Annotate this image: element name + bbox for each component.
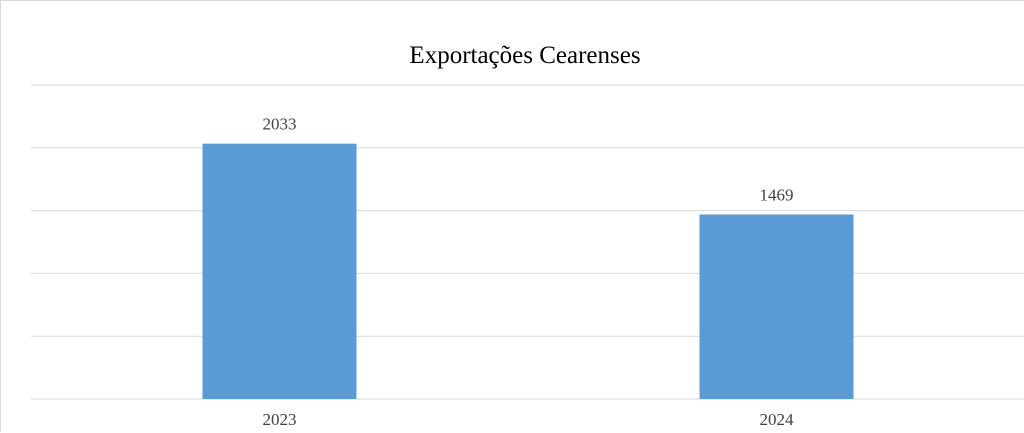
bar-2023 — [202, 143, 357, 399]
data-label-2023: 2033 — [263, 115, 297, 134]
gridlines — [31, 84, 1024, 400]
data-labels: 2033 1469 — [263, 115, 794, 205]
bars — [202, 143, 854, 399]
x-axis-labels: 2023 2024 — [263, 410, 795, 429]
chart-title: Exportações Cearenses — [409, 42, 640, 69]
x-tick-label-2023: 2023 — [263, 410, 297, 429]
x-tick-label-2024: 2024 — [760, 410, 795, 429]
data-label-2024: 1469 — [760, 185, 794, 204]
bar-2024 — [699, 214, 854, 399]
